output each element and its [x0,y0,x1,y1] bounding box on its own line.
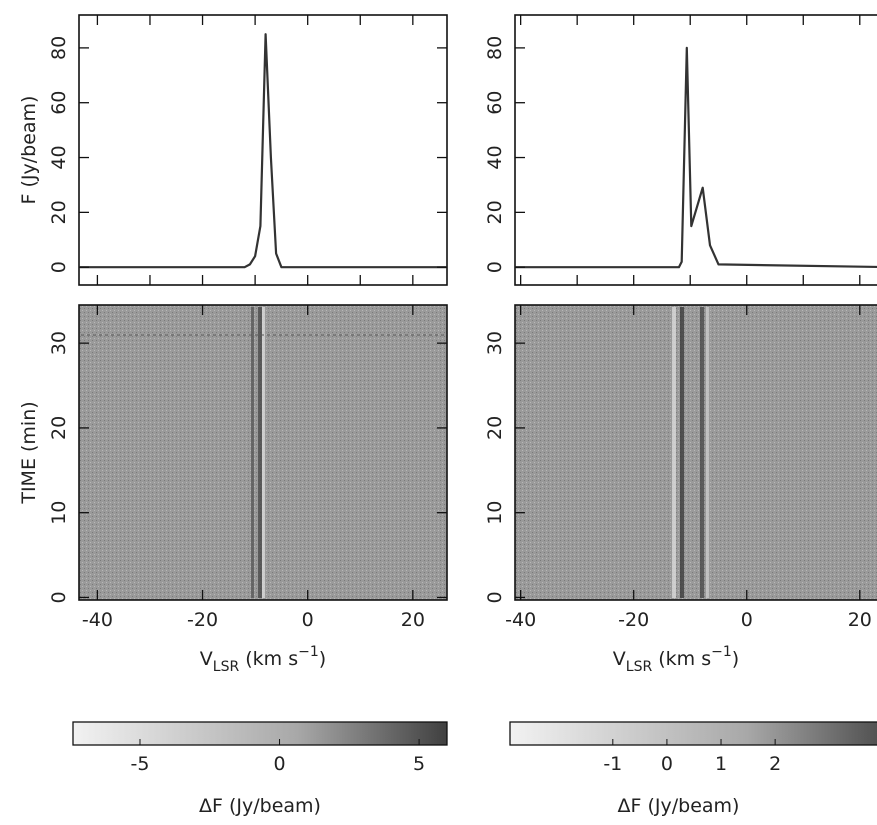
x-tick-label: 20 [848,609,872,631]
y-tick-label: 20 [48,200,70,224]
y-tick-label: 20 [48,416,70,440]
x-axis-label-part: LSR [626,659,653,675]
x-axis-label-part: (km s [652,648,711,670]
x-tick-label: -40 [505,609,536,631]
colorbar-tick-label: -1 [603,753,622,775]
x-axis-label-part: −1 [711,644,732,660]
x-axis-label-part: ) [319,648,326,670]
x-axis-label-part: LSR [213,659,240,675]
y-tick-label: 80 [48,36,70,60]
x-axis-label-part: V [613,648,626,670]
x-tick-label: 0 [741,609,753,631]
y-tick-label: 80 [484,36,506,60]
frame [78,14,448,286]
y-tick-label: 60 [48,91,70,115]
y-tick-label: 30 [484,331,506,355]
colorbar-tick-label: 0 [661,753,673,775]
y-tick-label: 10 [48,501,70,525]
y-tick-label: 30 [48,331,70,355]
colorbar-tick-label: 5 [413,753,425,775]
x-tick-label: -40 [82,609,113,631]
spectrum-line [79,33,447,269]
image-stripe [262,307,265,598]
image-stripe [680,307,684,598]
y-tick-label: 60 [484,91,506,115]
time-velocity-image [515,305,877,600]
colorbar-tick-label: 1 [715,753,727,775]
x-axis-label-part: (km s [239,648,298,670]
colorbar-tick-label: -5 [131,753,150,775]
x-axis-label: VLSR (km s−1) [613,644,739,675]
image-stripe [258,307,262,598]
image-stripe [251,307,254,598]
y-tick-label: 40 [484,145,506,169]
y-tick-label: 10 [484,501,506,525]
x-axis-label-part: V [200,648,213,670]
x-tick-label: 20 [401,609,425,631]
frame [514,304,877,601]
y-axis-label: TIME (min) [18,401,40,504]
y-tick-label: 0 [48,261,70,273]
spectrum-line [515,46,877,269]
y-tick-label: 20 [484,416,506,440]
colorbar [509,721,877,746]
y-tick-label: 0 [484,591,506,603]
x-axis-label-part: ) [732,648,739,670]
colorbar-tick-label: 2 [769,753,781,775]
y-tick-label: 0 [484,261,506,273]
y-tick-label: 0 [48,591,70,603]
y-tick-label: 40 [48,145,70,169]
frame [78,304,448,601]
x-axis-label-part: −1 [298,644,319,660]
image-stripe [706,307,709,598]
colorbar-tick-label: 0 [273,753,285,775]
image-stripe [672,307,676,598]
colorbar-label: ΔF (Jy/beam) [199,795,321,817]
x-axis-label: VLSR (km s−1) [200,644,326,675]
colorbar-label: ΔF (Jy/beam) [618,795,740,817]
colorbar [72,721,448,746]
x-tick-label: 0 [302,609,314,631]
x-tick-label: -20 [618,609,649,631]
y-axis-label: F (Jy/beam) [18,96,40,205]
image-stripe [700,307,704,598]
y-tick-label: 20 [484,200,506,224]
x-tick-label: -20 [187,609,218,631]
frame [514,14,877,286]
